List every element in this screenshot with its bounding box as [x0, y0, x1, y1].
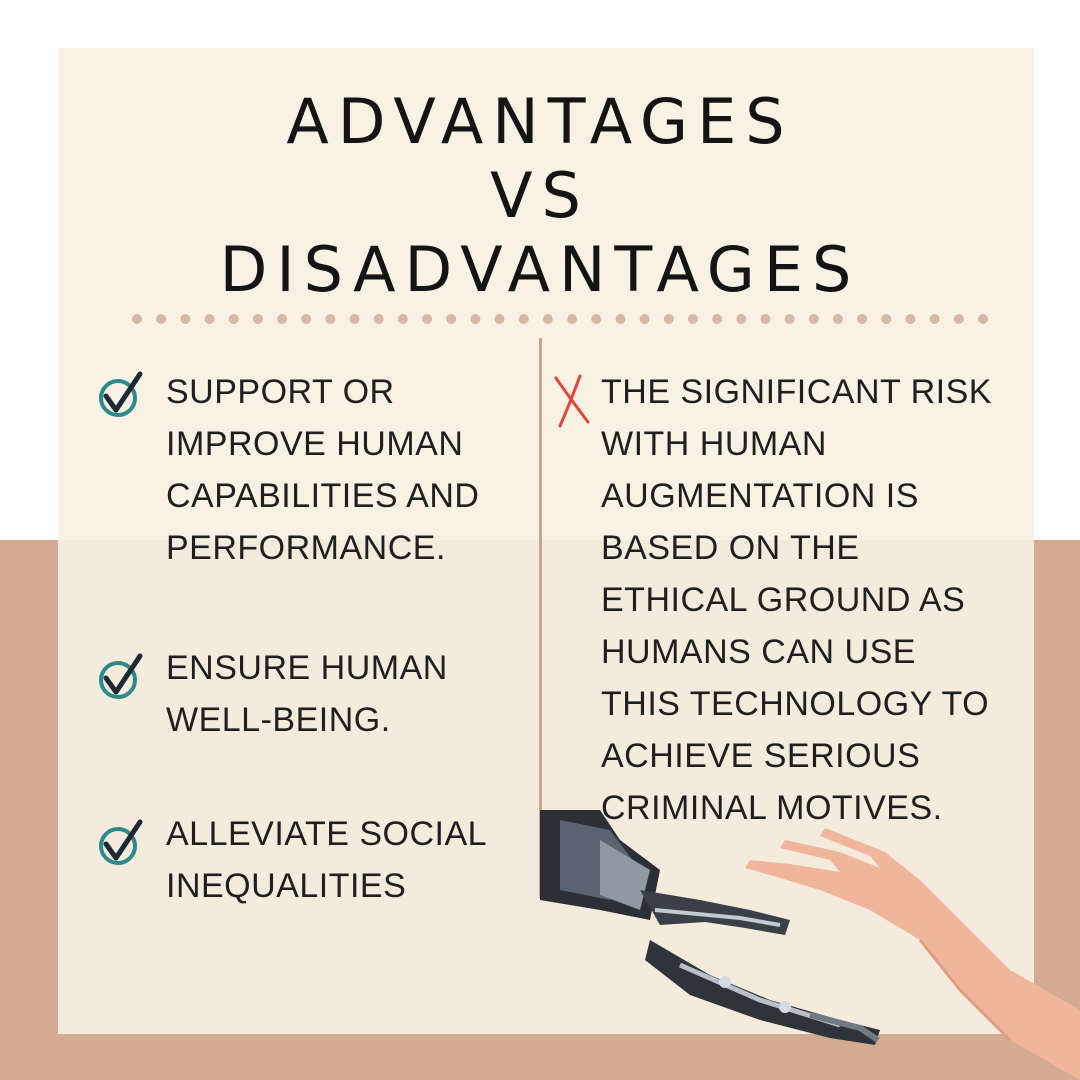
title-line-1: ADVANTAGES	[286, 85, 794, 158]
page-title: ADVANTAGES VS DISADVANTAGES	[0, 82, 1080, 310]
divider-dot	[978, 314, 988, 324]
divider-dot	[349, 314, 360, 324]
divider-dot	[470, 314, 481, 324]
divider-dot	[494, 314, 505, 324]
check-circle-icon	[99, 819, 143, 865]
divider-dot	[663, 314, 674, 324]
divider-dot	[712, 314, 723, 324]
column-divider	[539, 338, 542, 898]
divider-dot	[832, 314, 843, 324]
divider-dot	[687, 314, 698, 324]
divider-dot	[615, 314, 626, 324]
divider-dot	[639, 314, 650, 324]
disadvantage-item-1: THE SIGNIFICANT RISK WITH HUMAN AUGMENTA…	[601, 373, 992, 827]
divider-dot	[567, 314, 578, 324]
divider-dot	[180, 314, 191, 324]
divider-dot	[301, 314, 312, 324]
divider-dot	[422, 314, 433, 324]
divider-dot	[905, 314, 916, 324]
divider-dot	[542, 314, 553, 324]
divider-dot	[929, 314, 940, 324]
title-line-3: DISADVANTAGES	[219, 233, 861, 306]
divider-dot	[252, 314, 263, 324]
title-line-2: VS	[490, 159, 590, 232]
divider-dot	[808, 314, 819, 324]
divider-dot	[446, 314, 457, 324]
robot-and-human-hands-illustration	[540, 810, 1080, 1080]
advantage-item-2: ENSURE HUMAN WELL-BEING.	[166, 649, 448, 739]
divider-dot	[325, 314, 336, 324]
divider-dot	[373, 314, 384, 324]
divider-dot	[784, 314, 795, 324]
divider-dot	[953, 314, 964, 324]
divider-dot	[204, 314, 215, 324]
divider-dot	[591, 314, 602, 324]
x-mark-icon	[554, 374, 590, 428]
divider-dot	[518, 314, 529, 324]
advantage-item-3: ALLEVIATE SOCIAL INEQUALITIES	[166, 815, 488, 905]
divider-dot	[132, 314, 142, 324]
divider-dot	[736, 314, 747, 324]
divider-dot	[397, 314, 408, 324]
divider-dot	[760, 314, 771, 324]
check-circle-icon	[99, 371, 143, 417]
divider-dot	[156, 314, 167, 324]
divider-dot	[228, 314, 239, 324]
advantage-item-1: SUPPORT OR IMPROVE HUMAN CAPABILITIES AN…	[166, 373, 480, 567]
check-circle-icon	[99, 653, 143, 699]
divider-dot	[857, 314, 868, 324]
dotted-divider	[132, 314, 988, 324]
divider-dot	[881, 314, 892, 324]
divider-dot	[277, 314, 288, 324]
